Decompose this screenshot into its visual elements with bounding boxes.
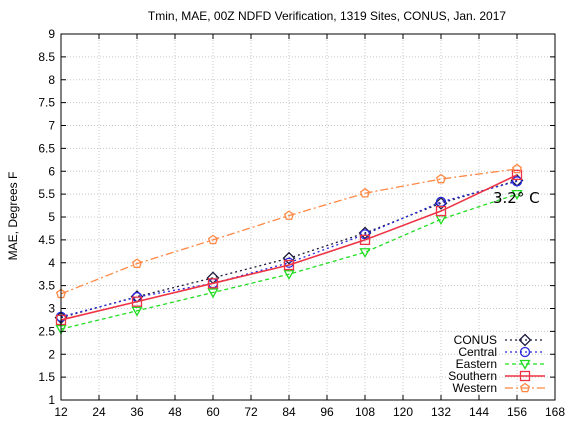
data-point-eastern (435, 215, 447, 226)
x-tick-label: 84 (282, 405, 296, 419)
y-tick-label: 2 (48, 347, 55, 361)
series-line-eastern (60, 193, 518, 330)
data-point-eastern (359, 248, 371, 259)
legend-marker (519, 346, 531, 358)
x-tick-label: 48 (168, 405, 182, 419)
data-point-eastern (511, 189, 523, 200)
data-point-southern (511, 169, 523, 181)
legend-label: Eastern (456, 357, 497, 371)
data-point-eastern (131, 306, 143, 317)
y-axis-label: MAE, Degrees F (6, 172, 20, 261)
y-tick-label: 3 (48, 302, 55, 316)
x-tick-label: 168 (545, 405, 565, 419)
legend-marker (518, 333, 532, 347)
y-tick-label: 7 (48, 119, 55, 133)
series-eastern (55, 189, 523, 335)
data-point-western (511, 163, 523, 174)
y-tick-label: 6 (48, 164, 55, 178)
y-tick-label: 6.5 (38, 141, 55, 155)
legend-marker (519, 359, 531, 370)
y-tick-label: 5.5 (38, 187, 55, 201)
series-southern (55, 169, 523, 326)
series-conus (54, 173, 524, 325)
y-tick-label: 3.5 (38, 279, 55, 293)
data-point-southern (435, 205, 447, 217)
data-point-eastern (283, 270, 295, 281)
y-tick-label: 8 (48, 73, 55, 87)
data-point-eastern (207, 288, 219, 299)
ticks: 1 1.5 2 2.5 3 3.5 4 4.5 5 5.5 6 6.5 7 7.5 8 8.5 9 12 24 36 4… (38, 27, 565, 419)
data-point-central (359, 229, 371, 240)
data-point-southern (283, 259, 295, 271)
data-point-western (435, 173, 447, 184)
y-tick-label: 4.5 (38, 233, 55, 247)
data-point-southern (207, 278, 219, 289)
annotation-label: 3.2° C (493, 189, 540, 207)
series-central (55, 176, 523, 322)
y-tick-label: 4 (48, 256, 55, 270)
data-point-southern (359, 234, 371, 246)
x-tick-label: 12 (54, 405, 68, 419)
x-tick-label: 144 (469, 405, 489, 419)
x-tick-label: 132 (431, 405, 451, 419)
x-tick-label: 60 (206, 405, 220, 419)
series-line-western (60, 168, 518, 295)
legend-label: Southern (448, 369, 497, 383)
x-tick-label: 120 (393, 405, 413, 419)
y-tick-label: 7.5 (38, 96, 55, 110)
x-tick-label: 36 (130, 405, 144, 419)
data-point-conus (282, 251, 296, 265)
data-point-western (207, 234, 219, 245)
data-point-southern (131, 296, 143, 307)
legend-marker (519, 382, 531, 393)
data-point-western (283, 210, 295, 220)
data-point-central (511, 176, 523, 187)
y-tick-label: 1 (48, 393, 55, 407)
y-tick-label: 2.5 (38, 324, 55, 338)
y-tick-label: 9 (48, 27, 55, 41)
legend-label: Central (458, 345, 497, 359)
x-tick-label: 72 (244, 405, 258, 419)
series-layer (54, 163, 524, 335)
series-western (55, 163, 523, 299)
x-tick-label: 96 (320, 405, 334, 419)
y-tick-label: 8.5 (38, 50, 55, 64)
chart-title: Tmin, MAE, 00Z NDFD Verification, 1319 S… (148, 9, 506, 23)
y-tick-label: 1.5 (38, 370, 55, 384)
y-tick-label: 5 (48, 210, 55, 224)
x-tick-label: 24 (92, 405, 106, 419)
series-line-conus (60, 179, 518, 319)
data-point-western (131, 258, 143, 268)
legend-marker (519, 370, 531, 382)
x-tick-label: 156 (507, 405, 527, 419)
data-point-western (359, 187, 371, 198)
legend-label: Western (453, 381, 497, 395)
grid (61, 34, 555, 400)
legend-label: CONUS (454, 333, 497, 347)
x-tick-label: 108 (355, 405, 375, 419)
series-line-southern (60, 174, 518, 321)
